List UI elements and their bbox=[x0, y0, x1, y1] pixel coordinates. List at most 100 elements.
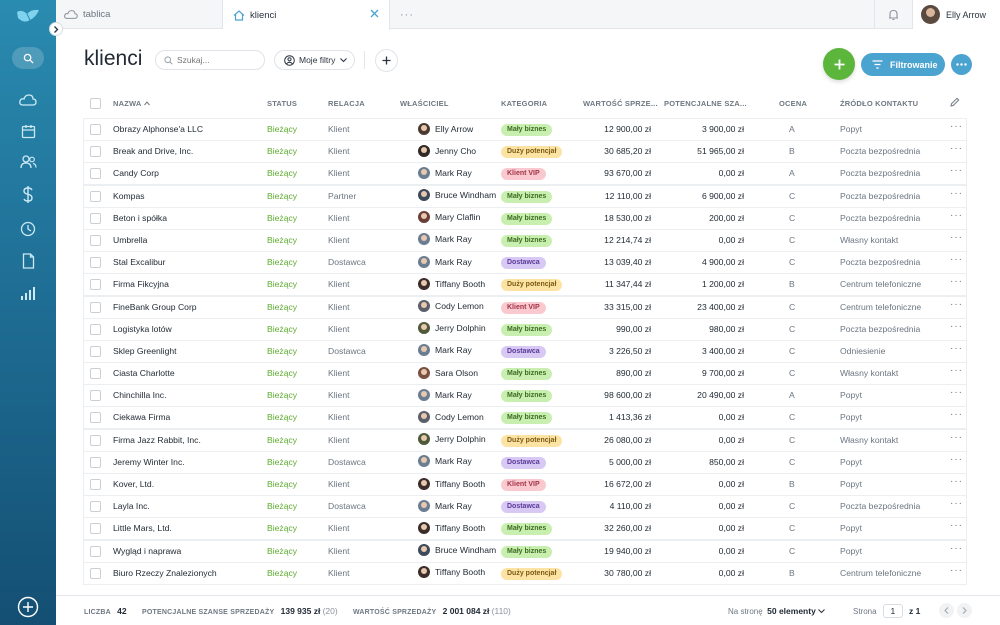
row-checkbox[interactable] bbox=[90, 212, 101, 224]
owner[interactable]: Mary Claflin bbox=[418, 211, 480, 224]
client-name[interactable]: Umbrella bbox=[113, 234, 148, 245]
row-more-icon[interactable]: ··· bbox=[950, 231, 963, 243]
row-checkbox[interactable] bbox=[90, 345, 101, 357]
column-header-relation[interactable]: RELACJA bbox=[328, 99, 365, 108]
owner[interactable]: Mark Ray bbox=[418, 455, 472, 468]
sidebar-item-dashboard[interactable] bbox=[18, 90, 38, 110]
sidebar-item-sales[interactable] bbox=[18, 184, 38, 204]
table-row[interactable]: Ciasta Charlotte Bieżący Klient Sara Olson M… bbox=[84, 363, 966, 385]
client-name[interactable]: Biuro Rzeczy Znalezionych bbox=[113, 567, 217, 578]
more-options-button[interactable] bbox=[951, 54, 972, 75]
client-name[interactable]: Candy Corp bbox=[113, 168, 159, 179]
client-name[interactable]: Kover, Ltd. bbox=[113, 479, 155, 489]
owner[interactable]: Tiffany Booth bbox=[418, 521, 485, 534]
sidebar-item-reports[interactable] bbox=[18, 283, 38, 303]
select-all-checkbox[interactable] bbox=[90, 98, 101, 109]
app-logo[interactable] bbox=[16, 8, 40, 26]
row-more-icon[interactable]: ··· bbox=[950, 365, 963, 377]
client-name[interactable]: FineBank Group Corp bbox=[113, 301, 197, 312]
row-more-icon[interactable]: ··· bbox=[950, 121, 963, 132]
row-checkbox[interactable] bbox=[90, 523, 101, 535]
column-header-potential[interactable]: POTENCJALNE SZA... bbox=[664, 99, 747, 108]
owner[interactable]: Bruce Windham bbox=[418, 544, 496, 557]
row-checkbox[interactable] bbox=[90, 567, 101, 579]
column-header-rating[interactable]: OCENA bbox=[779, 99, 808, 108]
row-checkbox[interactable] bbox=[90, 412, 101, 424]
owner[interactable]: Jenny Cho bbox=[418, 144, 476, 157]
my-filters-dropdown[interactable]: Moje filtry bbox=[274, 50, 355, 70]
row-more-icon[interactable]: ··· bbox=[950, 387, 963, 399]
table-row[interactable]: Jeremy Winter Inc. Bieżący Dostawca Mark Ra… bbox=[84, 451, 966, 473]
column-header-sales-value[interactable]: WARTOŚĆ SPRZE... bbox=[583, 99, 658, 108]
row-more-icon[interactable]: ··· bbox=[950, 476, 963, 487]
row-more-icon[interactable]: ··· bbox=[950, 431, 963, 443]
row-more-icon[interactable]: ··· bbox=[950, 520, 963, 532]
table-row[interactable]: Layla Inc. Bieżący Dostawca Mark Ray Dostawc… bbox=[84, 496, 966, 518]
table-row[interactable]: Stal Excalibur Bieżący Dostawca Mark Ray Dos… bbox=[84, 252, 966, 274]
row-more-icon[interactable]: ··· bbox=[950, 564, 963, 576]
row-checkbox[interactable] bbox=[90, 323, 101, 335]
owner[interactable]: Jerry Dolphin bbox=[418, 433, 486, 446]
table-row[interactable]: Firma Fikcyjna Bieżący Klient Tiffany Booth… bbox=[84, 274, 966, 296]
table-row[interactable]: Obrazy Alphonse'a LLC Bieżący Klient Elly A… bbox=[84, 119, 966, 140]
owner[interactable]: Tiffany Booth bbox=[418, 277, 485, 290]
column-header-source[interactable]: ŹRÓDŁO KONTAKTU bbox=[840, 99, 919, 108]
table-row[interactable]: Break and Drive, Inc. Bieżący Klient Jenny … bbox=[84, 141, 966, 163]
row-more-icon[interactable]: ··· bbox=[950, 453, 963, 465]
tab-tablica[interactable]: tablica bbox=[56, 0, 223, 29]
row-more-icon[interactable]: ··· bbox=[950, 409, 963, 421]
table-row[interactable]: Chinchilla Inc. Bieżący Klient Mark Ray Mały… bbox=[84, 385, 966, 407]
table-row[interactable]: Beton i spółka Bieżący Klient Mary Claflin M… bbox=[84, 207, 966, 229]
row-checkbox[interactable] bbox=[90, 279, 101, 291]
tab-klienci[interactable]: klienci bbox=[223, 0, 390, 30]
row-more-icon[interactable]: ··· bbox=[950, 498, 963, 510]
table-row[interactable]: Kompas Bieżący Partner Bruce Windham Mały bi… bbox=[84, 185, 966, 207]
client-name[interactable]: Break and Drive, Inc. bbox=[113, 146, 194, 157]
row-more-icon[interactable]: ··· bbox=[950, 276, 963, 288]
row-checkbox[interactable] bbox=[90, 257, 101, 269]
table-row[interactable]: Logistyka lotów Bieżący Klient Jerry Dolphi… bbox=[84, 318, 966, 340]
table-row[interactable]: Ciekawa Firma Bieżący Klient Cody Lemon Mały… bbox=[84, 407, 966, 429]
client-name[interactable]: Wygląd i naprawa bbox=[113, 545, 182, 556]
row-checkbox[interactable] bbox=[90, 368, 101, 380]
owner[interactable]: Mark Ray bbox=[418, 255, 472, 268]
table-row[interactable]: Sklep Greenlight Bieżący Dostawca Mark Ray D… bbox=[84, 340, 966, 362]
owner[interactable]: Mark Ray bbox=[418, 499, 472, 512]
client-name[interactable]: Logistyka lotów bbox=[113, 323, 172, 334]
owner[interactable]: Elly Arrow bbox=[418, 122, 473, 135]
column-header-status[interactable]: STATUS bbox=[267, 99, 298, 108]
row-checkbox[interactable] bbox=[90, 234, 101, 246]
owner[interactable]: Tiffany Booth bbox=[418, 477, 485, 490]
client-name[interactable]: Layla Inc. bbox=[113, 501, 150, 512]
filter-button[interactable]: Filtrowanie bbox=[861, 53, 945, 76]
sidebar-add-icon[interactable] bbox=[17, 596, 39, 618]
owner[interactable]: Mark Ray bbox=[418, 344, 472, 357]
row-more-icon[interactable]: ··· bbox=[950, 187, 963, 199]
notifications-button[interactable] bbox=[873, 0, 912, 29]
client-name[interactable]: Firma Fikcyjna bbox=[113, 279, 169, 290]
user-menu[interactable]: Elly Arrow bbox=[911, 0, 1000, 29]
column-header-name[interactable]: NAZWA bbox=[113, 99, 150, 108]
close-icon[interactable] bbox=[369, 8, 380, 19]
sidebar-collapse-button[interactable] bbox=[49, 22, 63, 36]
row-more-icon[interactable]: ··· bbox=[950, 143, 963, 155]
client-name[interactable]: Chinchilla Inc. bbox=[113, 390, 167, 401]
table-row[interactable]: Little Mars, Ltd. Bieżący Klient Tiffany Bo… bbox=[84, 518, 966, 540]
sidebar-item-activity[interactable] bbox=[18, 219, 38, 239]
column-header-owner[interactable]: WŁAŚCICIEL bbox=[400, 99, 449, 108]
row-more-icon[interactable]: ··· bbox=[950, 165, 963, 177]
row-more-icon[interactable]: ··· bbox=[950, 298, 963, 310]
row-checkbox[interactable] bbox=[90, 545, 101, 557]
next-page-button[interactable] bbox=[957, 603, 972, 618]
table-row[interactable]: FineBank Group Corp Bieżący Klient Cody Lem… bbox=[84, 296, 966, 318]
owner[interactable]: Jerry Dolphin bbox=[418, 322, 486, 335]
owner[interactable]: Mark Ray bbox=[418, 233, 472, 246]
owner[interactable]: Mark Ray bbox=[418, 166, 472, 179]
per-page-control[interactable]: Na stronę 50 elementy bbox=[728, 606, 825, 616]
row-checkbox[interactable] bbox=[90, 456, 101, 468]
table-row[interactable]: Wygląd i naprawa Bieżący Klient Bruce Windh… bbox=[84, 540, 966, 562]
client-name[interactable]: Firma Jazz Rabbit, Inc. bbox=[113, 434, 201, 445]
table-row[interactable]: Biuro Rzeczy Znalezionych Bieżący Klient Ti… bbox=[84, 562, 966, 584]
row-checkbox[interactable] bbox=[90, 479, 101, 490]
client-name[interactable]: Sklep Greenlight bbox=[113, 345, 177, 356]
